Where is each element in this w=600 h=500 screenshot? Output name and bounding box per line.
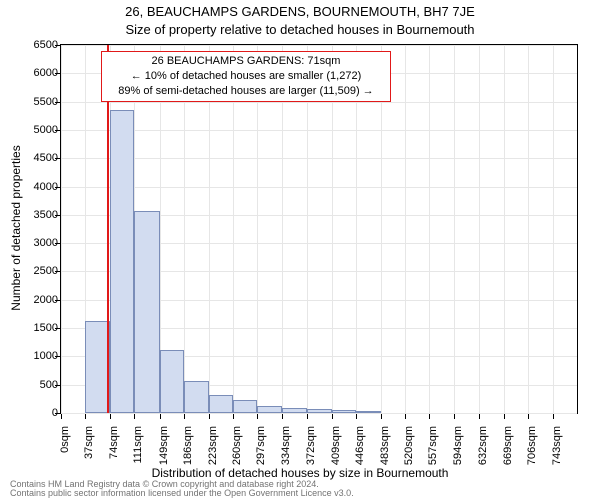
gridline-h — [61, 158, 577, 159]
gridline-v — [61, 45, 62, 413]
x-tick-mark — [233, 414, 234, 419]
histogram-bar — [110, 110, 134, 413]
y-tick-mark — [55, 45, 60, 46]
x-tick-mark — [184, 414, 185, 419]
gridline-h — [61, 102, 577, 103]
x-tick-label: 372sqm — [305, 426, 317, 465]
histogram-bar — [332, 410, 356, 413]
x-tick-mark — [528, 414, 529, 419]
y-tick-mark — [55, 130, 60, 131]
gridline-v — [528, 45, 529, 413]
chart-container: 26, BEAUCHAMPS GARDENS, BOURNEMOUTH, BH7… — [0, 0, 600, 500]
chart-title: 26, BEAUCHAMPS GARDENS, BOURNEMOUTH, BH7… — [0, 4, 600, 19]
x-tick-mark — [61, 414, 62, 419]
x-tick-label: 743sqm — [551, 426, 563, 465]
footer-attribution: Contains HM Land Registry data © Crown c… — [10, 480, 354, 498]
chart-subtitle: Size of property relative to detached ho… — [0, 22, 600, 37]
x-tick-label: 594sqm — [452, 426, 464, 465]
x-tick-label: 557sqm — [427, 426, 439, 465]
x-tick-label: 483sqm — [379, 426, 391, 465]
y-axis-label: Number of detached properties — [9, 145, 23, 310]
histogram-bar — [356, 411, 380, 413]
y-tick-mark — [55, 300, 60, 301]
y-tick-mark — [55, 102, 60, 103]
gridline-v — [454, 45, 455, 413]
x-tick-label: 297sqm — [255, 426, 267, 465]
y-tick-mark — [55, 328, 60, 329]
x-tick-label: 669sqm — [502, 426, 514, 465]
gridline-h — [61, 413, 577, 414]
y-tick-mark — [55, 158, 60, 159]
x-tick-label: 186sqm — [182, 426, 194, 465]
gridline-h — [61, 45, 577, 46]
x-tick-label: 409sqm — [330, 426, 342, 465]
x-tick-label: 74sqm — [108, 426, 120, 459]
y-tick-mark — [55, 215, 60, 216]
x-tick-mark — [257, 414, 258, 419]
gridline-v — [553, 45, 554, 413]
x-tick-label: 0sqm — [59, 426, 71, 453]
x-tick-label: 520sqm — [403, 426, 415, 465]
y-tick-mark — [55, 356, 60, 357]
x-tick-mark — [454, 414, 455, 419]
annotation-line1: 26 BEAUCHAMPS GARDENS: 71sqm — [108, 54, 384, 69]
x-tick-mark — [429, 414, 430, 419]
annotation-line2: ← 10% of detached houses are smaller (1,… — [108, 69, 384, 84]
gridline-v — [405, 45, 406, 413]
x-tick-mark — [209, 414, 210, 419]
x-tick-mark — [405, 414, 406, 419]
plot-area: 26 BEAUCHAMPS GARDENS: 71sqm ← 10% of de… — [60, 44, 578, 414]
x-tick-label: 706sqm — [526, 426, 538, 465]
x-tick-mark — [307, 414, 308, 419]
x-tick-label: 223sqm — [207, 426, 219, 465]
histogram-bar — [184, 381, 208, 413]
histogram-bar — [134, 211, 159, 413]
y-tick-mark — [55, 271, 60, 272]
x-tick-mark — [356, 414, 357, 419]
histogram-bar — [209, 395, 233, 413]
y-tick-mark — [55, 243, 60, 244]
x-tick-label: 37sqm — [83, 426, 95, 459]
x-tick-mark — [134, 414, 135, 419]
histogram-bar — [160, 350, 184, 413]
gridline-h — [61, 130, 577, 131]
x-tick-mark — [110, 414, 111, 419]
x-tick-mark — [332, 414, 333, 419]
histogram-bar — [282, 408, 307, 413]
histogram-bar — [307, 409, 331, 413]
gridline-v — [479, 45, 480, 413]
x-tick-label: 260sqm — [231, 426, 243, 465]
x-tick-mark — [160, 414, 161, 419]
gridline-v — [429, 45, 430, 413]
x-tick-label: 446sqm — [354, 426, 366, 465]
histogram-bar — [257, 406, 281, 413]
x-tick-label: 334sqm — [280, 426, 292, 465]
histogram-bar — [233, 400, 257, 413]
x-tick-mark — [504, 414, 505, 419]
x-tick-mark — [282, 414, 283, 419]
x-tick-label: 149sqm — [158, 426, 170, 465]
x-tick-label: 111sqm — [132, 426, 144, 464]
y-tick-mark — [55, 385, 60, 386]
x-tick-label: 632sqm — [477, 426, 489, 465]
footer-line2: Contains public sector information licen… — [10, 488, 354, 498]
x-tick-mark — [85, 414, 86, 419]
gridline-v — [504, 45, 505, 413]
x-tick-mark — [553, 414, 554, 419]
y-tick-mark — [55, 413, 60, 414]
x-tick-mark — [381, 414, 382, 419]
annotation-line3: 89% of semi-detached houses are larger (… — [108, 84, 384, 99]
y-tick-mark — [55, 187, 60, 188]
x-tick-mark — [479, 414, 480, 419]
y-tick-mark — [55, 73, 60, 74]
x-axis-label: Distribution of detached houses by size … — [0, 466, 600, 480]
gridline-h — [61, 187, 577, 188]
annotation-box: 26 BEAUCHAMPS GARDENS: 71sqm ← 10% of de… — [101, 51, 391, 102]
